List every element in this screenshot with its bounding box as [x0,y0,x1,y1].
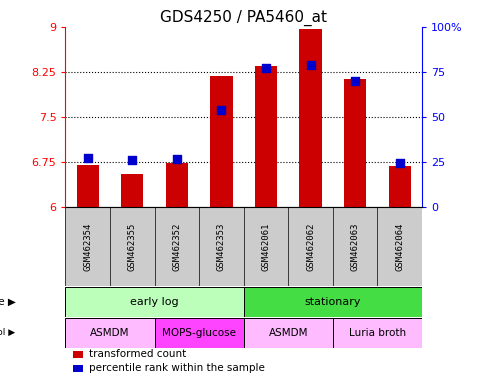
Text: GSM462352: GSM462352 [172,222,181,271]
Point [306,62,314,68]
Bar [166,163,188,207]
Text: GSM462061: GSM462061 [261,222,270,271]
Bar [388,166,410,207]
Bar [343,79,365,207]
Text: GSM462062: GSM462062 [305,222,315,271]
Text: percentile rank within the sample: percentile rank within the sample [89,363,264,373]
Text: stationary: stationary [304,297,360,307]
Text: GSM462064: GSM462064 [394,222,403,271]
Bar [243,287,421,316]
Text: transformed count: transformed count [89,349,185,359]
Bar [210,76,232,207]
Text: MOPS-glucose: MOPS-glucose [162,328,236,338]
Text: GSM462063: GSM462063 [350,222,359,271]
Point [350,78,358,84]
Point [261,65,269,71]
Text: GSM462354: GSM462354 [83,222,92,271]
Bar [73,351,83,358]
Text: time ▶: time ▶ [0,297,15,307]
Bar [154,318,243,348]
Bar [299,29,321,207]
Bar [332,318,421,348]
Title: GDS4250 / PA5460_at: GDS4250 / PA5460_at [160,9,327,25]
Text: ASMDM: ASMDM [268,328,307,338]
Bar [65,318,154,348]
Text: ASMDM: ASMDM [90,328,130,338]
Text: growth protocol ▶: growth protocol ▶ [0,328,15,337]
Bar [254,66,276,207]
Text: early log: early log [130,297,179,307]
Text: GSM462353: GSM462353 [216,222,226,271]
Bar [243,318,332,348]
Text: GSM462355: GSM462355 [128,222,136,271]
Bar [73,365,83,372]
Point [217,107,225,113]
Bar [76,165,99,207]
Bar [121,174,143,207]
Point [84,155,91,161]
Point [395,160,403,166]
Point [128,157,136,164]
Bar [65,287,243,316]
Text: Luria broth: Luria broth [348,328,405,338]
Point [173,156,181,162]
